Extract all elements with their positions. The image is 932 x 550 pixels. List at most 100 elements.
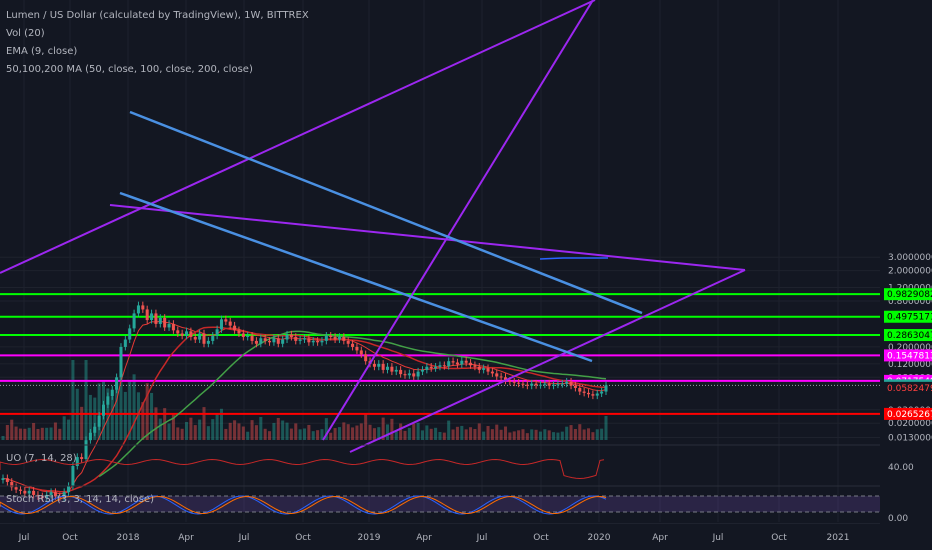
volume-bar xyxy=(390,418,394,440)
volume-bar xyxy=(211,419,215,440)
candle-body xyxy=(460,360,464,365)
volume-bar xyxy=(416,422,420,440)
candle-body xyxy=(241,333,245,337)
candle-body xyxy=(202,333,206,344)
stoch-k-line xyxy=(0,495,607,515)
volume-bar xyxy=(224,428,228,440)
volume-bar xyxy=(193,425,197,440)
volume-bar xyxy=(32,422,36,440)
candle-body xyxy=(110,389,114,397)
volume-bar xyxy=(372,428,376,440)
candle-body xyxy=(5,478,9,482)
chart-title: Lumen / US Dollar (calculated by Trading… xyxy=(6,10,309,21)
candle-body xyxy=(294,336,298,341)
y-tick-label: 0.12000000 xyxy=(888,360,932,370)
volume-bar xyxy=(294,423,298,440)
candle-body xyxy=(451,361,455,363)
candle-body xyxy=(346,340,350,344)
candle-body xyxy=(128,328,132,340)
candle-body xyxy=(342,336,346,341)
candle-body xyxy=(482,368,486,370)
candle-body xyxy=(145,309,149,321)
candle-body xyxy=(573,385,577,388)
volume-bar xyxy=(62,416,66,440)
candle-body xyxy=(438,365,442,367)
volume-bar xyxy=(97,383,101,440)
volume-bar xyxy=(364,414,368,440)
price-axis[interactable]: 3.000000002.000000001.200000000.80000000… xyxy=(882,0,932,524)
candle-body xyxy=(473,365,477,367)
candle-body xyxy=(552,384,556,386)
indicator-vol: Vol (20) xyxy=(6,28,45,39)
candle-body xyxy=(158,317,162,324)
candle-body xyxy=(311,340,315,343)
candle-body xyxy=(285,334,289,340)
volume-bar xyxy=(311,431,315,440)
candle-body xyxy=(101,404,106,416)
volume-bar xyxy=(233,420,237,440)
candle-body xyxy=(600,391,604,394)
candle-body xyxy=(595,393,599,396)
candle-body xyxy=(582,391,586,393)
candle-body xyxy=(136,305,140,314)
candle-body xyxy=(412,373,416,377)
candle-body xyxy=(53,492,57,497)
candle-body xyxy=(115,377,119,390)
candle-body xyxy=(206,340,210,344)
time-axis[interactable]: Jul Oct 2018 Apr Jul Oct 2019 Apr Jul Oct 2020 Apr J… xyxy=(0,524,932,550)
candle-body xyxy=(254,340,258,344)
price-tag-label: 0.05824794 xyxy=(887,384,932,394)
candle-body xyxy=(477,366,481,370)
volume-bar xyxy=(499,429,503,440)
y-tick-label: 3.00000000 xyxy=(888,253,932,263)
candle-body xyxy=(307,338,311,343)
candle-body xyxy=(351,343,355,347)
candle-body xyxy=(211,335,215,341)
volume-bar xyxy=(5,424,9,440)
volume-bar xyxy=(180,428,184,440)
candle-body xyxy=(503,377,508,381)
channel-line xyxy=(129,110,643,315)
candle-body xyxy=(215,329,219,336)
volume-bar xyxy=(438,431,442,440)
volume-bar xyxy=(246,431,250,440)
candle-body xyxy=(263,338,267,341)
candle-body xyxy=(499,376,503,378)
candle-body xyxy=(176,330,180,334)
volume-bar xyxy=(58,428,62,440)
volume-bar xyxy=(250,420,254,440)
volume-bar xyxy=(185,421,189,440)
candle-body xyxy=(390,366,394,372)
volume-bar xyxy=(71,360,75,440)
candle-body xyxy=(394,369,398,372)
volume-bar xyxy=(394,431,398,440)
candle-body xyxy=(289,334,293,337)
volume-bar xyxy=(591,432,595,440)
x-tick-label: Jul xyxy=(712,533,724,543)
candle-body xyxy=(167,323,171,328)
volume-bar xyxy=(333,428,337,440)
volume-bar xyxy=(337,427,341,440)
volume-bar xyxy=(573,428,577,440)
candle-body xyxy=(447,361,451,367)
volume-bar xyxy=(455,426,459,440)
x-tick-label: Apr xyxy=(178,533,194,543)
volume-bar xyxy=(342,422,346,440)
volume-bar xyxy=(477,423,481,440)
candle-body xyxy=(84,440,88,459)
volume-bar xyxy=(163,408,167,440)
volume-bar xyxy=(154,407,158,440)
candle-body xyxy=(10,481,14,488)
volume-bar xyxy=(320,429,324,440)
candle-body xyxy=(403,374,407,376)
candle-body xyxy=(469,362,473,366)
volume-bar xyxy=(512,431,516,440)
candle-body xyxy=(569,381,573,386)
volume-bar xyxy=(377,427,381,440)
candle-body xyxy=(359,350,363,355)
candle-body xyxy=(399,369,403,375)
volume-bar xyxy=(145,383,149,440)
candle-body xyxy=(298,339,302,341)
volume-bar xyxy=(128,380,132,440)
